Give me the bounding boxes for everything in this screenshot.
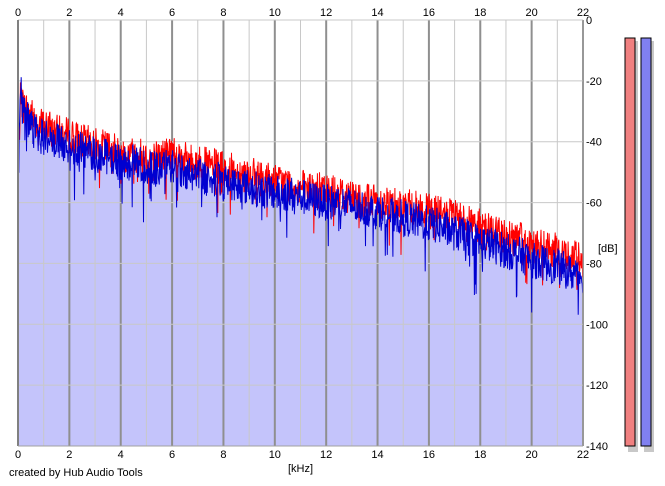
y-tick-label: -80 [586, 258, 602, 270]
x-tick-label-top: 12 [320, 7, 332, 19]
x-tick-label-top: 8 [220, 7, 226, 19]
x-tick-label-bottom: 4 [118, 449, 124, 461]
series-left-channel-line [17, 82, 584, 290]
series-right-channel-line [17, 77, 584, 315]
meter-right-level [640, 37, 652, 447]
x-tick-label-top: 2 [66, 7, 72, 19]
x-axis-label: [kHz] [288, 463, 313, 475]
x-tick-label-bottom: 22 [577, 449, 589, 461]
x-tick-label-top: 10 [269, 7, 281, 19]
x-tick-label-top: 20 [526, 7, 538, 19]
x-tick-label-bottom: 2 [66, 449, 72, 461]
x-tick-label-top: 4 [118, 7, 124, 19]
x-tick-label-bottom: 12 [320, 449, 332, 461]
y-tick-label: -20 [586, 76, 602, 88]
plot-frame [17, 20, 584, 447]
y-tick-label: -100 [586, 319, 608, 331]
x-tick-label-bottom: 8 [220, 449, 226, 461]
level-meters [624, 37, 654, 452]
x-tick-label-top: 6 [169, 7, 175, 19]
x-tick-label-bottom: 18 [474, 449, 486, 461]
y-tick-label: -140 [586, 441, 608, 453]
x-tick-labels-bottom: 0 2 4 6 8 10 12 14 16 18 20 22 [15, 449, 589, 461]
x-tick-label-top: 18 [474, 7, 486, 19]
credit-text: created by Hub Audio Tools [9, 467, 143, 479]
x-tick-labels-top: 0 2 4 6 8 10 12 14 16 18 20 22 [15, 7, 589, 19]
x-tick-label-bottom: 6 [169, 449, 175, 461]
y-tick-label: -60 [586, 198, 602, 210]
x-tick-label-top: 14 [371, 7, 383, 19]
x-tick-label-bottom: 16 [423, 449, 435, 461]
x-tick-label-bottom: 0 [15, 449, 21, 461]
spectrum-series [17, 77, 584, 315]
y-axis-label: [dB] [598, 243, 618, 255]
y-tick-label: -120 [586, 380, 608, 392]
grid-lines [17, 19, 584, 447]
x-tick-label-bottom: 20 [526, 449, 538, 461]
x-tick-label-bottom: 10 [269, 449, 281, 461]
x-tick-label-top: 0 [15, 7, 21, 19]
x-tick-label-top: 22 [577, 7, 589, 19]
x-tick-label-top: 16 [423, 7, 435, 19]
meter-left-level [624, 37, 636, 447]
x-tick-label-bottom: 14 [371, 449, 383, 461]
y-tick-labels: 0 -20 -40 -60 -80 -100 -120 -140 [586, 15, 608, 453]
y-tick-label: 0 [586, 15, 592, 27]
y-tick-label: -40 [586, 137, 602, 149]
